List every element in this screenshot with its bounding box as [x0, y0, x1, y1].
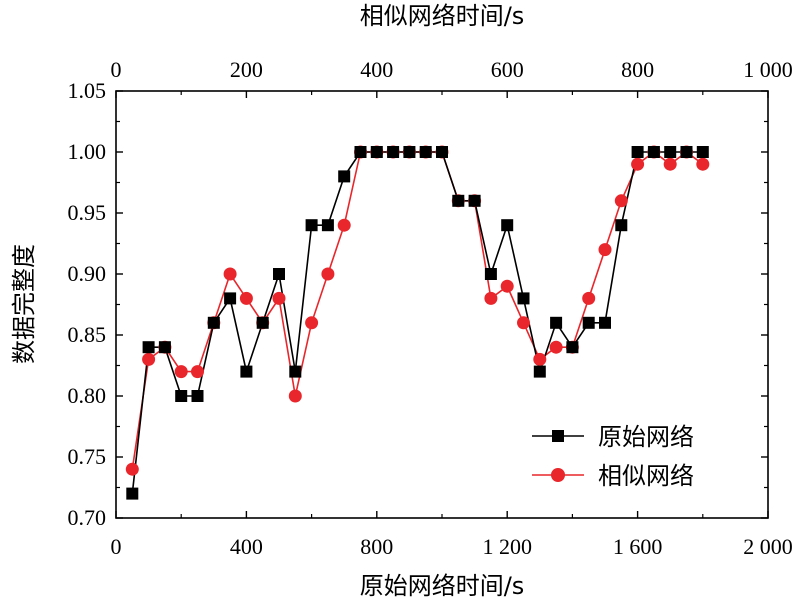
data-point-original — [370, 146, 383, 158]
data-point-original — [240, 365, 253, 378]
data-point-similar — [696, 157, 710, 171]
data-point-similar — [125, 462, 139, 476]
y-tick-label: 0.75 — [68, 444, 107, 469]
y-tick-label: 1.05 — [68, 78, 107, 103]
data-point-original — [550, 316, 563, 329]
data-point-original — [175, 390, 188, 402]
x-tick-label-bottom: 1 200 — [482, 534, 532, 559]
legend-label-similar: 相似网络 — [598, 462, 694, 490]
data-point-original — [566, 341, 579, 354]
y-tick-label: 0.95 — [68, 200, 107, 225]
legend-marker-original — [552, 430, 564, 442]
data-point-original — [647, 146, 660, 158]
y-tick-label: 0.70 — [68, 505, 107, 530]
y-axis: 0.70 0.75 0.80 0.85 0.90 0.95 1.00 1.05 — [68, 78, 768, 530]
data-point-original — [224, 292, 237, 305]
x-tick-label-bottom: 400 — [230, 534, 263, 559]
x-tick-label-top: 400 — [360, 57, 393, 82]
data-point-similar — [614, 194, 628, 208]
data-point-original — [696, 146, 709, 158]
data-point-original — [468, 194, 481, 207]
y-tick-label: 0.85 — [68, 322, 107, 347]
data-point-original — [615, 219, 628, 232]
data-point-original — [126, 487, 139, 500]
data-point-similar — [533, 352, 547, 366]
data-point-original — [631, 146, 644, 158]
data-point-similar — [337, 218, 351, 232]
top-x-axis: 0 200 400 600 800 1 000 — [111, 57, 793, 98]
data-point-original — [142, 341, 155, 354]
data-point-original — [582, 316, 595, 329]
x-tick-label-top: 1 000 — [743, 57, 793, 82]
x-tick-label-bottom: 2 000 — [743, 534, 793, 559]
x-axis-title-bottom: 原始网络时间/s — [360, 572, 525, 600]
data-point-original — [207, 316, 220, 329]
y-tick-label: 0.80 — [68, 383, 107, 408]
x-axis-title-top: 相似网络时间/s — [360, 2, 525, 30]
data-point-original — [403, 146, 416, 158]
data-point-original — [533, 365, 546, 378]
data-point-original — [436, 146, 448, 158]
x-tick-label-top: 600 — [491, 57, 524, 82]
data-point-original — [273, 268, 285, 280]
data-point-similar — [582, 291, 596, 305]
data-point-similar — [174, 365, 188, 379]
data-point-similar — [517, 316, 530, 330]
data-point-similar — [142, 352, 156, 366]
x-tick-label-bottom: 1 600 — [613, 534, 663, 559]
data-point-similar — [239, 291, 253, 305]
data-point-original — [158, 341, 171, 354]
data-point-original — [484, 268, 497, 280]
data-point-similar — [549, 340, 563, 354]
x-tick-label-top: 0 — [111, 57, 122, 82]
data-point-similar — [305, 316, 319, 330]
bottom-x-axis: 0 400 800 1 200 1 600 2 000 — [111, 511, 793, 559]
data-point-similar — [500, 279, 514, 293]
data-point-original — [338, 170, 351, 183]
data-point-original — [664, 146, 677, 158]
data-point-similar — [631, 157, 645, 171]
legend-label-original: 原始网络 — [598, 423, 694, 451]
data-point-similar — [484, 291, 498, 305]
legend: 原始网络 相似网络 — [532, 423, 694, 490]
data-point-similar — [223, 267, 237, 281]
series-layer — [125, 145, 710, 500]
data-point-similar — [272, 291, 286, 305]
data-point-original — [501, 219, 514, 232]
data-point-original — [599, 316, 611, 329]
data-point-original — [387, 146, 400, 158]
data-point-original — [191, 390, 204, 402]
x-tick-label-top: 800 — [621, 57, 654, 82]
data-point-original — [680, 146, 693, 158]
data-point-original — [354, 146, 367, 158]
data-point-similar — [288, 389, 302, 403]
data-point-original — [452, 194, 465, 207]
data-point-original — [419, 146, 432, 158]
data-point-original — [517, 292, 530, 305]
x-tick-label-bottom: 0 — [111, 534, 122, 559]
x-tick-label-bottom: 800 — [360, 534, 393, 559]
data-point-original — [289, 365, 302, 378]
data-point-similar — [191, 365, 204, 379]
y-tick-label: 1.00 — [68, 139, 107, 164]
data-point-similar — [598, 243, 612, 257]
y-tick-label: 0.90 — [68, 261, 107, 286]
data-point-original — [256, 316, 269, 329]
data-point-similar — [663, 157, 677, 171]
data-point-similar — [321, 267, 335, 281]
y-axis-title: 数据完整度 — [10, 244, 38, 364]
x-tick-label-top: 200 — [230, 57, 263, 82]
data-point-original — [321, 219, 334, 232]
legend-marker-similar — [551, 468, 565, 482]
data-point-original — [305, 219, 318, 232]
